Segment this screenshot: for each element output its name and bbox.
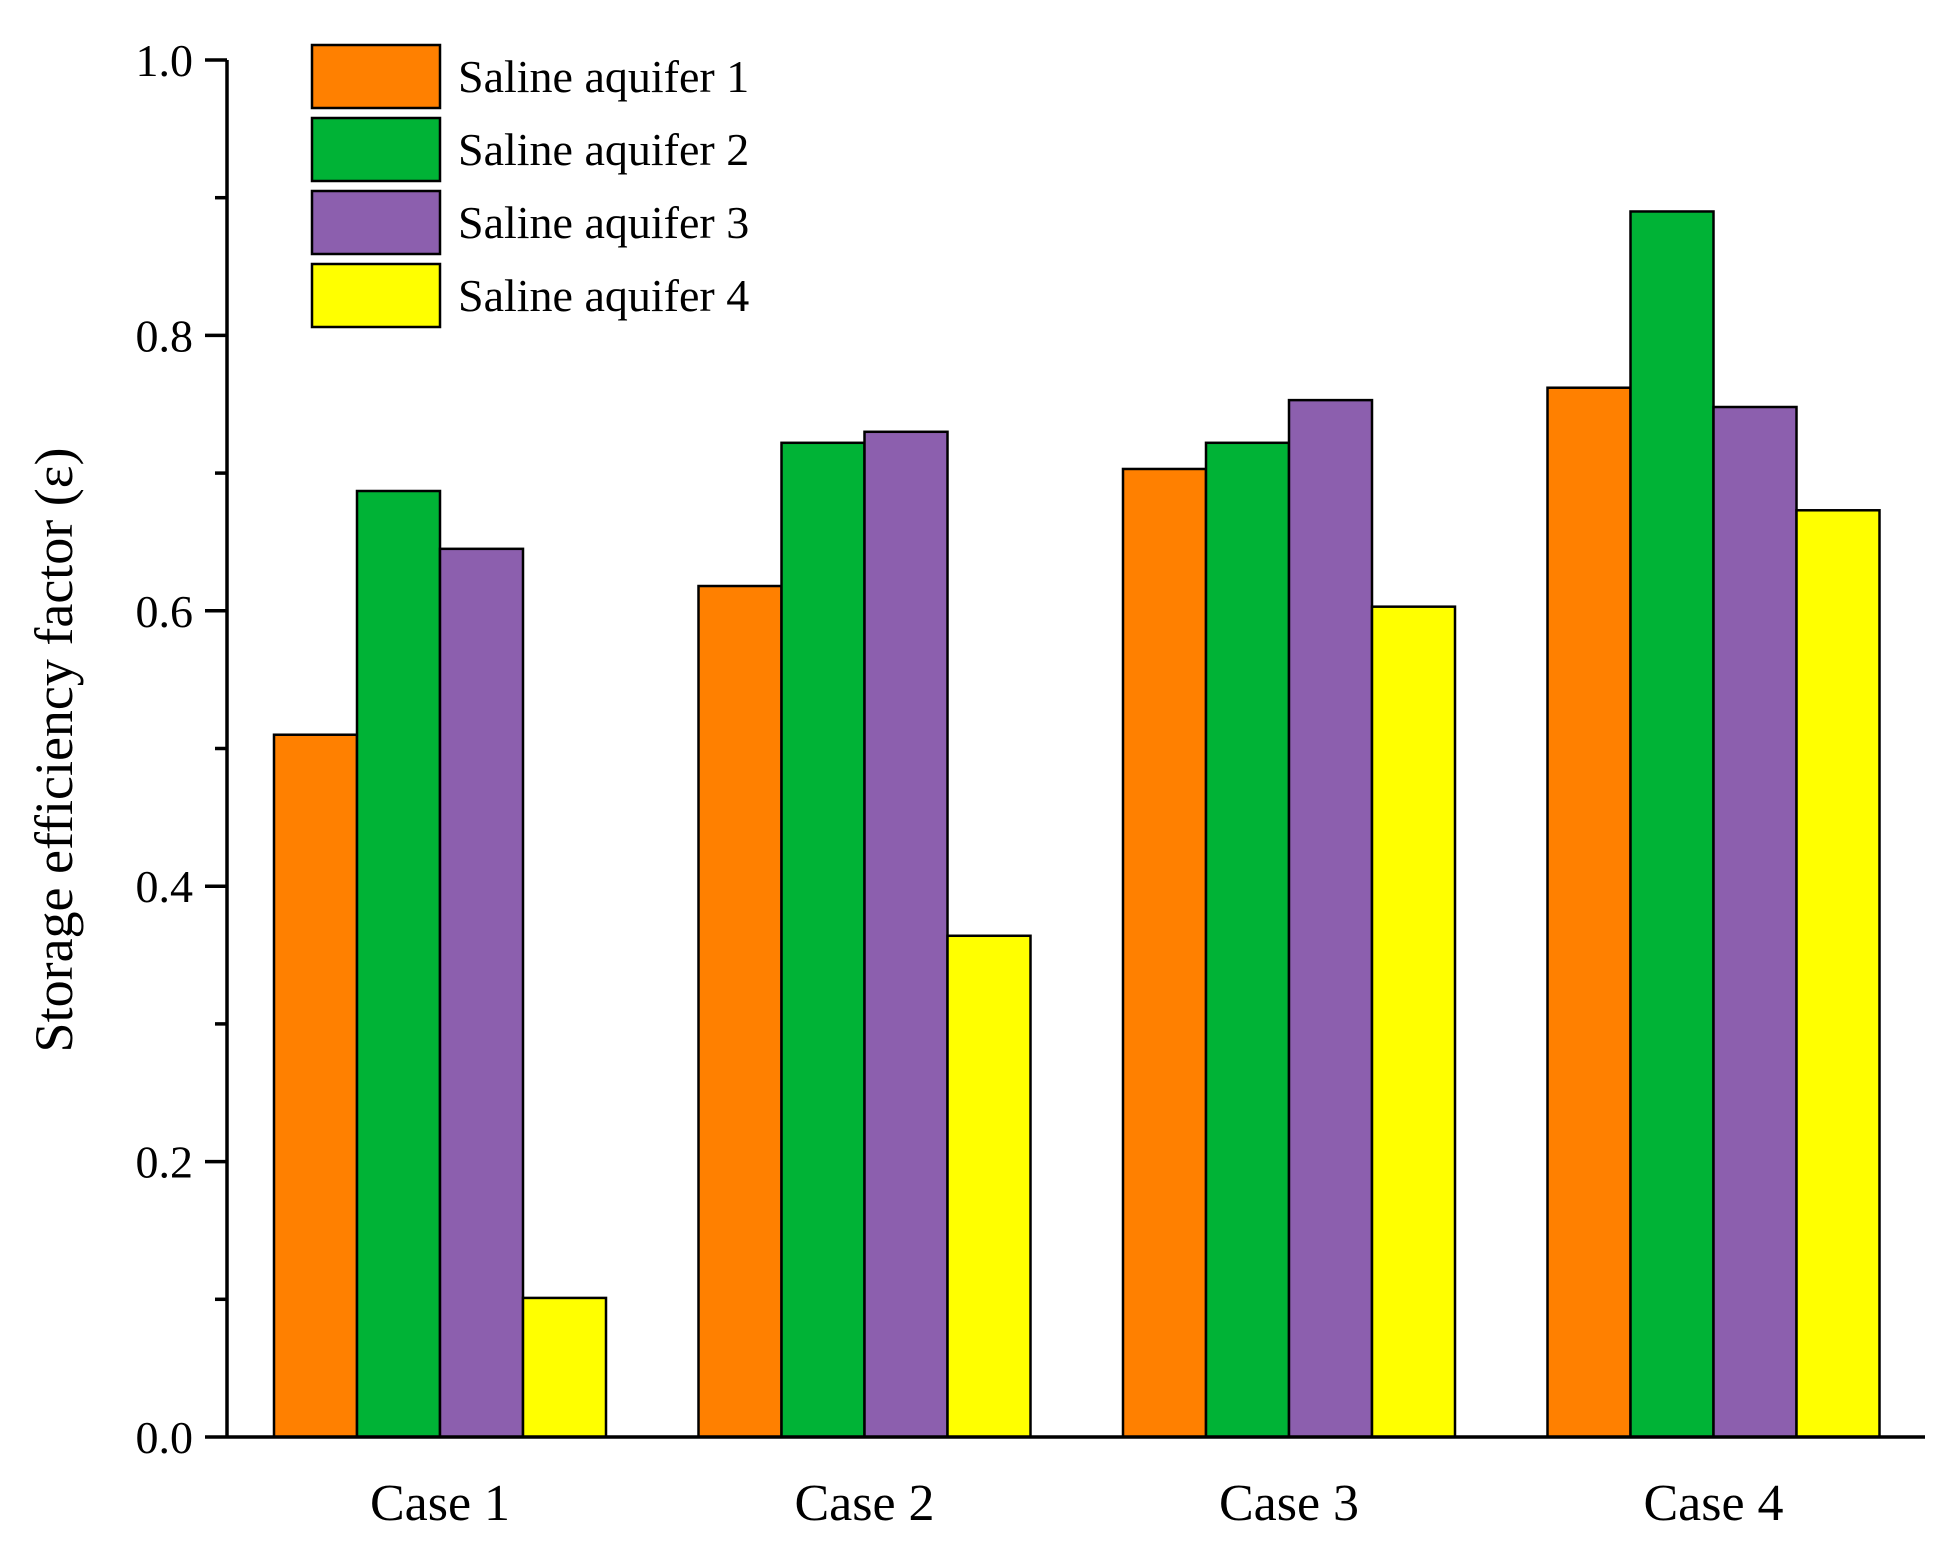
bar-2-2 xyxy=(780,441,866,1439)
bar-4-2 xyxy=(1629,210,1715,1439)
bars xyxy=(272,210,1881,1439)
bar-1-3 xyxy=(438,547,525,1439)
bar-3-4 xyxy=(1370,605,1457,1439)
x-category-label: Case 4 xyxy=(1643,1475,1783,1532)
y-tick-label: 0.4 xyxy=(136,861,194,912)
y-axis-title-group: Storage efficiency factor (ε) xyxy=(24,448,84,1053)
y-tick-label: 0.0 xyxy=(136,1412,194,1463)
bar-1-1 xyxy=(272,733,359,1439)
bar-3-1 xyxy=(1121,467,1208,1439)
legend-label: Saline aquifer 2 xyxy=(458,124,749,175)
legend-swatch xyxy=(310,262,442,329)
bar-3-3 xyxy=(1287,398,1374,1439)
legend-label: Saline aquifer 1 xyxy=(458,51,749,102)
x-category-label: Case 1 xyxy=(370,1475,510,1532)
y-tick-label: 0.8 xyxy=(136,310,194,361)
y-tick-label: 0.6 xyxy=(136,586,194,637)
legend-label: Saline aquifer 3 xyxy=(458,197,749,248)
bar-4-4 xyxy=(1795,509,1881,1439)
y-axis-title: Storage efficiency factor (ε) xyxy=(24,448,84,1053)
legend: Saline aquifer 1 Saline aquifer 2 Saline a… xyxy=(310,43,749,329)
x-category-label: Case 3 xyxy=(1219,1475,1359,1532)
y-ticks: 0.0 0.2 0.4 0.6 0.8 1.0 xyxy=(136,35,227,1463)
bar-1-2 xyxy=(355,489,442,1439)
bar-1-4 xyxy=(521,1296,608,1439)
axes xyxy=(225,60,1925,1439)
legend-label: Saline aquifer 4 xyxy=(458,270,749,321)
y-tick-label: 0.2 xyxy=(136,1137,194,1188)
x-category-labels: Case 1 Case 2 Case 3 Case 4 xyxy=(370,1475,1784,1532)
legend-swatch xyxy=(310,189,442,256)
bar-2-1 xyxy=(697,584,783,1439)
bar-2-4 xyxy=(946,934,1032,1439)
bar-4-1 xyxy=(1546,386,1632,1439)
legend-swatch xyxy=(310,116,442,183)
legend-swatch xyxy=(310,43,442,110)
bar-3-2 xyxy=(1204,441,1291,1439)
bar-2-3 xyxy=(863,430,949,1439)
x-category-label: Case 2 xyxy=(794,1475,934,1532)
y-tick-label: 1.0 xyxy=(136,35,194,86)
bar-4-3 xyxy=(1712,405,1798,1439)
